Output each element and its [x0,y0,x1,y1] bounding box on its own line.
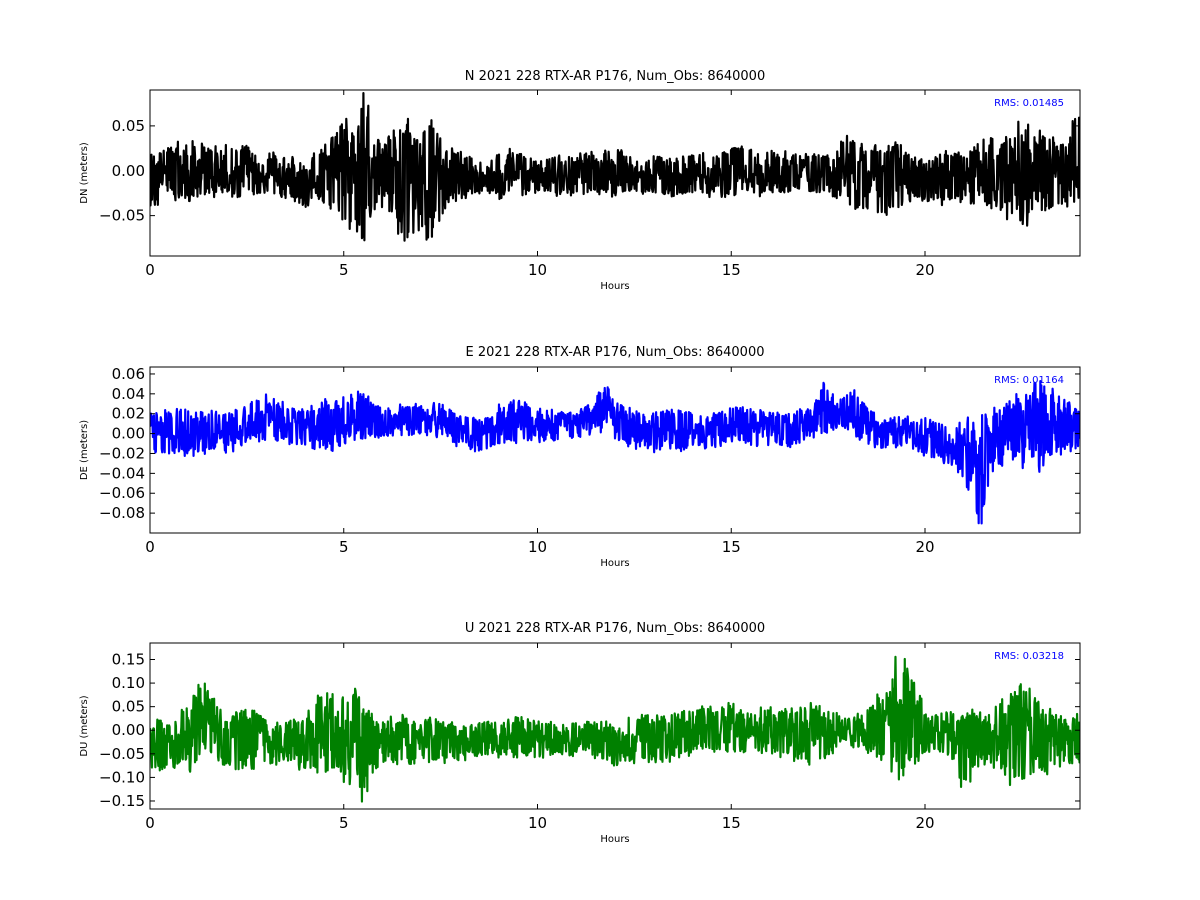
panel-east-xtick-label: 15 [722,538,741,556]
panel-east-ytick-label: −0.02 [99,444,145,462]
panel-east-ytick-label: 0.06 [112,365,145,383]
panel-north-series-line [150,92,1080,242]
panel-up-ytick-label: −0.15 [99,792,145,810]
panel-up-xtick-label: 0 [145,814,155,832]
panel-north-ytick-label: 0.00 [112,162,145,180]
panel-up-rms-label: RMS: 0.03218 [994,651,1064,662]
panel-north-axes-frame [149,89,1081,257]
panel-east-ytick-label: −0.06 [99,484,145,502]
panel-east-xtick-label: 10 [528,538,547,556]
panel-up: U 2021 228 RTX-AR P176, Num_Obs: 8640000… [79,621,1081,845]
panel-east-xtick-label: 20 [915,538,934,556]
panel-up-ytick-label: −0.05 [99,745,145,763]
panel-east-ytick-label: 0.04 [112,385,145,403]
panel-north-xlabel: Hours [600,281,629,292]
panel-east-xlabel: Hours [600,558,629,569]
panel-up-axes-frame [149,642,1081,810]
panel-up-ytick-label: 0.05 [112,698,145,716]
panel-north-xtick-label: 10 [528,261,547,279]
panel-north-ytick-label: 0.05 [112,117,145,135]
panel-east: E 2021 228 RTX-AR P176, Num_Obs: 8640000… [79,345,1081,569]
panel-up-ytick-label: −0.10 [99,768,145,786]
panel-east-ytick-label: −0.08 [99,504,145,522]
panel-north-ylabel: DN (meters) [79,142,90,204]
panel-north: N 2021 228 RTX-AR P176, Num_Obs: 8640000… [79,69,1081,292]
panel-up-ytick-label: 0.15 [112,651,145,669]
panel-north-xtick-label: 5 [339,261,349,279]
panel-east-ylabel: DE (meters) [79,420,90,480]
panel-east-xtick-label: 5 [339,538,349,556]
panel-up-xtick-label: 10 [528,814,547,832]
panel-east-axes-frame [149,366,1081,534]
panel-east-ytick-label: 0.02 [112,405,145,423]
panel-up-ytick-label: 0.10 [112,674,145,692]
panel-up-xtick-label: 20 [915,814,934,832]
panel-north-xtick-label: 20 [915,261,934,279]
panel-north-rms-label: RMS: 0.01485 [994,98,1064,109]
panel-north-ytick-label: −0.05 [99,207,145,225]
panel-up-xtick-label: 15 [722,814,741,832]
panel-north-xtick-label: 15 [722,261,741,279]
panel-east-ytick-label: 0.00 [112,425,145,443]
panel-east-title: E 2021 228 RTX-AR P176, Num_Obs: 8640000 [466,345,765,360]
panel-north-xtick-label: 0 [145,261,155,279]
panel-east-series-line [150,379,1080,525]
panel-up-xtick-label: 5 [339,814,349,832]
panel-up-ytick-label: 0.00 [112,721,145,739]
panel-east-xtick-label: 0 [145,538,155,556]
panel-east-rms-label: RMS: 0.01164 [994,375,1064,386]
panel-east-ytick-label: −0.04 [99,464,145,482]
panel-up-xlabel: Hours [600,834,629,845]
panel-up-series-line [150,655,1080,803]
panel-up-ylabel: DU (meters) [79,695,90,756]
panel-north-title: N 2021 228 RTX-AR P176, Num_Obs: 8640000 [465,69,765,84]
panel-up-title: U 2021 228 RTX-AR P176, Num_Obs: 8640000 [465,621,765,636]
